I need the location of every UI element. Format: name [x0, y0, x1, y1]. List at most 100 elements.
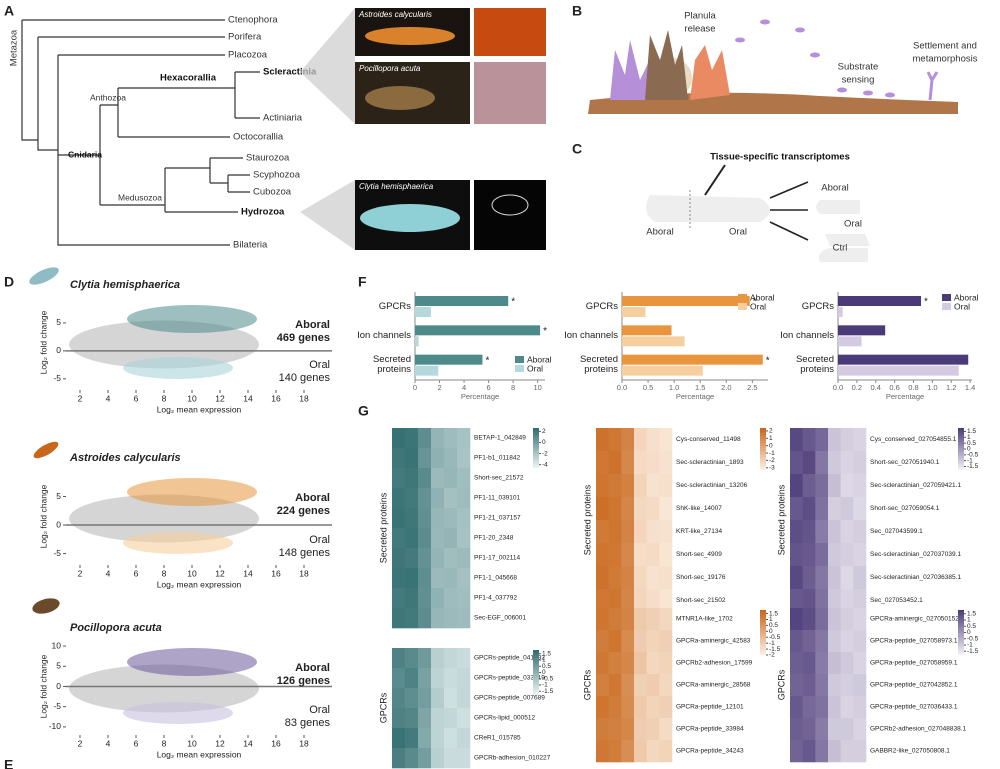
legend-swatch [515, 356, 524, 363]
heat-cell [431, 528, 445, 549]
row-label: GPCRa-peptide_33984 [676, 726, 744, 733]
row-label: Sec-EGF_006001 [474, 615, 526, 622]
heat-cell [659, 497, 673, 521]
heat-cell [659, 474, 673, 498]
heat-cell [790, 674, 803, 697]
heat-cell [802, 740, 816, 763]
heat-cell [608, 630, 622, 653]
x-tick-label: 1.5 [695, 383, 705, 392]
x-tick-label: 12 [215, 738, 225, 748]
heat-cell [431, 508, 445, 529]
aboral-genes [127, 305, 257, 333]
heat-cell [802, 497, 816, 521]
category: Ion channels [780, 329, 834, 341]
heat-cell [621, 497, 635, 521]
heat-cell [646, 630, 660, 653]
heat-cell [634, 566, 647, 590]
y-axis-label: Log₂ fold change [38, 654, 48, 718]
heat-cell [646, 589, 660, 613]
heat-cell [853, 718, 867, 741]
heat-cell [457, 528, 471, 549]
bar [415, 296, 509, 306]
row-label: PF1-1_045668 [474, 575, 517, 582]
category: Secreted proteins [373, 355, 411, 375]
heat-cell [790, 428, 803, 452]
colorbar-label: 1.5 [967, 428, 976, 435]
row-label: BETAP-1_042849 [474, 435, 526, 442]
y-tick-label: -10 [49, 721, 62, 731]
row-label: GPCRa-peptide_027058973.1 [870, 638, 958, 645]
group-label: GPCRs [582, 669, 592, 700]
legend-label: Aboral [527, 354, 552, 364]
colorbar [760, 610, 766, 655]
heat-cell [392, 688, 406, 709]
heat-cell [621, 696, 635, 719]
heat-cell [444, 688, 458, 709]
heat-cell [815, 630, 829, 653]
group-label: Secreted proteins [582, 484, 592, 555]
annotation: 469 genes [277, 332, 330, 344]
heat-cell [790, 543, 803, 567]
x-tick-label: 18 [299, 568, 309, 578]
heat-cell [659, 652, 673, 675]
y-tick-label: -5 [53, 373, 61, 383]
heat-cell [418, 568, 432, 589]
heat-cell [621, 543, 635, 567]
category-label: Secreted proteins [795, 354, 834, 376]
bar [415, 307, 431, 317]
heat-cell [802, 543, 816, 567]
heat-cell [621, 718, 635, 741]
heat-cell [418, 588, 432, 609]
x-tick-label: 2 [78, 393, 83, 403]
larva [360, 204, 460, 232]
photo [474, 8, 546, 56]
heat-cell [646, 520, 660, 544]
row-label: GPCRa-peptide_027036433.1 [870, 704, 958, 711]
heat-cell [853, 630, 867, 653]
x-tick-label: 0.0 [833, 383, 843, 392]
heat-cell [659, 696, 673, 719]
heat-cell [802, 474, 816, 498]
heat-cell [444, 568, 458, 589]
heat-cell [790, 652, 803, 675]
heat-cell [634, 608, 647, 631]
heat-cell [790, 451, 803, 475]
colorbar-label: 2 [542, 428, 546, 435]
taxon: Actiniaria [263, 113, 303, 124]
y-tick-label: 5 [56, 491, 61, 501]
heat-cell [392, 608, 406, 629]
x-tick-label: 6 [134, 738, 139, 748]
heat-cell [634, 474, 647, 498]
clade: Cnidaria [68, 149, 102, 159]
heat-cell [815, 543, 829, 567]
heat-cell [457, 588, 471, 609]
x-tick-label: 6 [134, 568, 139, 578]
y-tick-label: 0 [56, 519, 61, 529]
heat-cell [457, 468, 471, 489]
taxon: Staurozoa [246, 153, 290, 164]
category-label: Ion channels [780, 329, 834, 341]
category: Ion channels [357, 330, 411, 340]
heat-cell [815, 497, 829, 521]
group-label: Secreted proteins [776, 484, 786, 555]
y-tick-label: 0 [56, 681, 61, 691]
polyp [926, 71, 939, 101]
colorbar-label: -1.5 [967, 463, 979, 470]
row-label: Sec-scleractinian_13206 [676, 482, 748, 489]
heat-cell [802, 718, 816, 741]
row-label: GABBR2-like_027050808.1 [870, 748, 950, 755]
x-axis-label: Log₂ mean expression [157, 579, 242, 589]
heat-cell [431, 588, 445, 609]
legend-label: Aboral [750, 292, 775, 302]
heat-cell [828, 566, 841, 590]
heat-cell [431, 448, 445, 469]
x-tick-label: 6 [486, 383, 490, 392]
heat-cell [405, 488, 419, 509]
heat-cell [802, 451, 816, 475]
tissue-label: Ctrl [833, 243, 848, 254]
heat-cell [802, 696, 816, 719]
colorbar [958, 428, 964, 470]
clade: Anthozoa [90, 92, 126, 102]
